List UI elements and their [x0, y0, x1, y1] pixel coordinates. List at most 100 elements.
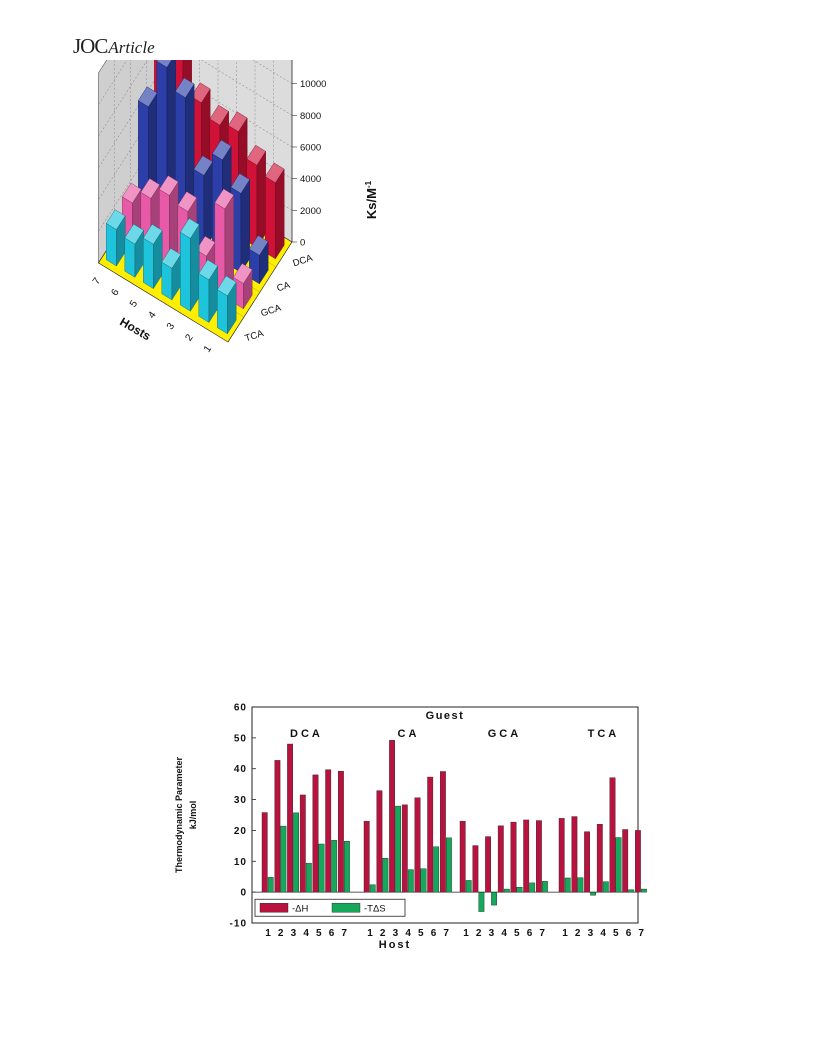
bar-TdS-CA-5 — [420, 868, 427, 893]
journal-header: JOCArticle — [73, 34, 155, 59]
bar-dH-DCA-3 — [287, 743, 294, 893]
bar-DCA-host-1 — [265, 162, 285, 260]
bar-TdS-GCA-4 — [503, 888, 510, 893]
host-tick-label: 1 — [202, 343, 214, 354]
bar-TdS-TCA-5 — [615, 837, 622, 893]
bar-dH-DCA-7 — [337, 770, 344, 893]
bar-dH-TCA-7 — [635, 830, 641, 893]
x-tick-label: 6 — [329, 928, 335, 939]
x-tick-label: 3 — [393, 928, 399, 939]
chart-title: Guest — [426, 710, 465, 722]
bar-TCA-host-7 — [106, 209, 126, 267]
bar-TCA-host-1 — [217, 275, 237, 335]
bar-dH-GCA-7 — [536, 820, 542, 893]
bar-dH-TCA-5 — [609, 777, 616, 893]
host-tick-label: 3 — [165, 321, 177, 332]
bar-TdS-TCA-1 — [564, 877, 571, 893]
bar-TdS-DCA-5 — [318, 843, 325, 893]
bar-TdS-TCA-7 — [641, 888, 647, 893]
bar-TdS-GCA-1 — [465, 880, 472, 893]
x-tick-label: 3 — [291, 928, 297, 939]
bar-TdS-DCA-4 — [305, 862, 312, 893]
x-tick-label: 4 — [600, 928, 606, 939]
host-tick-label: 2 — [184, 332, 196, 343]
x-tick-label: 2 — [380, 928, 386, 939]
y-axis-label: Thermodynamic Parameter — [174, 756, 184, 873]
x-tick-label: 6 — [626, 928, 632, 939]
bar-dH-DCA-6 — [325, 769, 332, 893]
z-axis-label: Ks/M-1 — [364, 180, 379, 219]
legend-label: -TΔS — [364, 904, 386, 915]
hosts-axis-label: Hosts — [117, 315, 153, 344]
x-axis-label: Host — [379, 939, 411, 951]
bar-dH-GCA-4 — [497, 825, 504, 893]
z-tick-label: 2000 — [300, 206, 321, 217]
article-label: Article — [108, 38, 155, 57]
y-tick-label: 30 — [234, 795, 247, 806]
bar-TdS-DCA-1 — [267, 877, 274, 893]
legend-label: -ΔH — [292, 904, 309, 915]
y-tick-label: 50 — [234, 733, 247, 744]
bar-TdS-GCA-7 — [542, 881, 548, 893]
bar-dH-TCA-1 — [558, 818, 565, 893]
bar-dH-DCA-5 — [312, 774, 319, 893]
bar-dH-TCA-3 — [584, 831, 590, 893]
bar-dH-GCA-3 — [485, 836, 491, 893]
bar-TCA-host-4 — [161, 248, 181, 301]
x-tick-label: 5 — [514, 928, 520, 939]
z-tick-label: 6000 — [300, 143, 321, 154]
bar-TdS-DCA-3 — [293, 812, 299, 893]
x-tick-label: 7 — [638, 928, 644, 939]
bar-dH-DCA-2 — [274, 760, 281, 893]
x-tick-label: 4 — [501, 928, 507, 939]
guest-tick-label: GCA — [260, 302, 284, 319]
bar-CA-host-4 — [193, 155, 213, 251]
group-label-TCA: TCA — [588, 728, 620, 740]
x-tick-label: 7 — [443, 928, 449, 939]
x-tick-label: 1 — [463, 928, 469, 939]
x-tick-label: 7 — [341, 928, 347, 939]
legend-swatch — [259, 903, 289, 913]
x-tick-label: 1 — [265, 928, 271, 939]
group-label-GCA: GCA — [488, 728, 521, 740]
bar-dH-DCA-1 — [261, 812, 268, 893]
z-tick-label: 10000 — [300, 79, 326, 90]
y-axis-label-unit: kJ/mol — [188, 801, 198, 830]
x-tick-label: 5 — [613, 928, 619, 939]
thermodynamic-parameter-chart: -10 0 10 20 30 40 50 60 Thermodynamic Parameter k… — [174, 703, 647, 951]
x-tick-label: 1 — [367, 928, 373, 939]
bar-dH-TCA-6 — [622, 829, 629, 893]
bar-TCA-host-6 — [124, 223, 144, 278]
guest-tick-label: CA — [276, 280, 293, 295]
x-tick-label: 4 — [303, 928, 309, 939]
bar-dH-CA-3 — [389, 740, 395, 893]
bar-dH-CA-6 — [427, 776, 434, 893]
x-tick-label: 2 — [476, 928, 482, 939]
y-tick-label: -10 — [230, 919, 247, 930]
guest-tick-label: DCA — [292, 252, 315, 269]
bar-dH-TCA-4 — [596, 824, 603, 893]
z-tick-label: 8000 — [300, 111, 321, 122]
host-tick-label: 6 — [110, 287, 122, 298]
y-tick-label: 10 — [234, 857, 247, 868]
z-tick-label: 0 — [300, 238, 305, 249]
bar-TdS-GCA-5 — [516, 887, 523, 893]
bar-dH-GCA-1 — [459, 820, 466, 893]
bar-dH-CA-7 — [440, 771, 446, 893]
bar-dH-CA-5 — [414, 797, 421, 893]
bar-dH-GCA-5 — [510, 821, 517, 893]
bar-dH-CA-4 — [401, 804, 408, 893]
host-tick-label: 7 — [91, 276, 103, 287]
x-tick-label: 2 — [278, 928, 284, 939]
bar-TdS-CA-7 — [446, 837, 452, 893]
bar-TdS-CA-3 — [395, 805, 401, 893]
bar-TdS-TCA-2 — [577, 877, 584, 893]
bar-CA-host-1 — [249, 235, 269, 285]
bar-TdS-GCA-2 — [478, 891, 485, 912]
bar-TdS-CA-2 — [382, 857, 389, 893]
x-tick-label: 2 — [575, 928, 581, 939]
x-tick-label: 6 — [527, 928, 533, 939]
host-tick-label: 4 — [147, 310, 159, 321]
bar-dH-CA-2 — [376, 790, 383, 893]
group-label-DCA: DCA — [290, 728, 323, 740]
